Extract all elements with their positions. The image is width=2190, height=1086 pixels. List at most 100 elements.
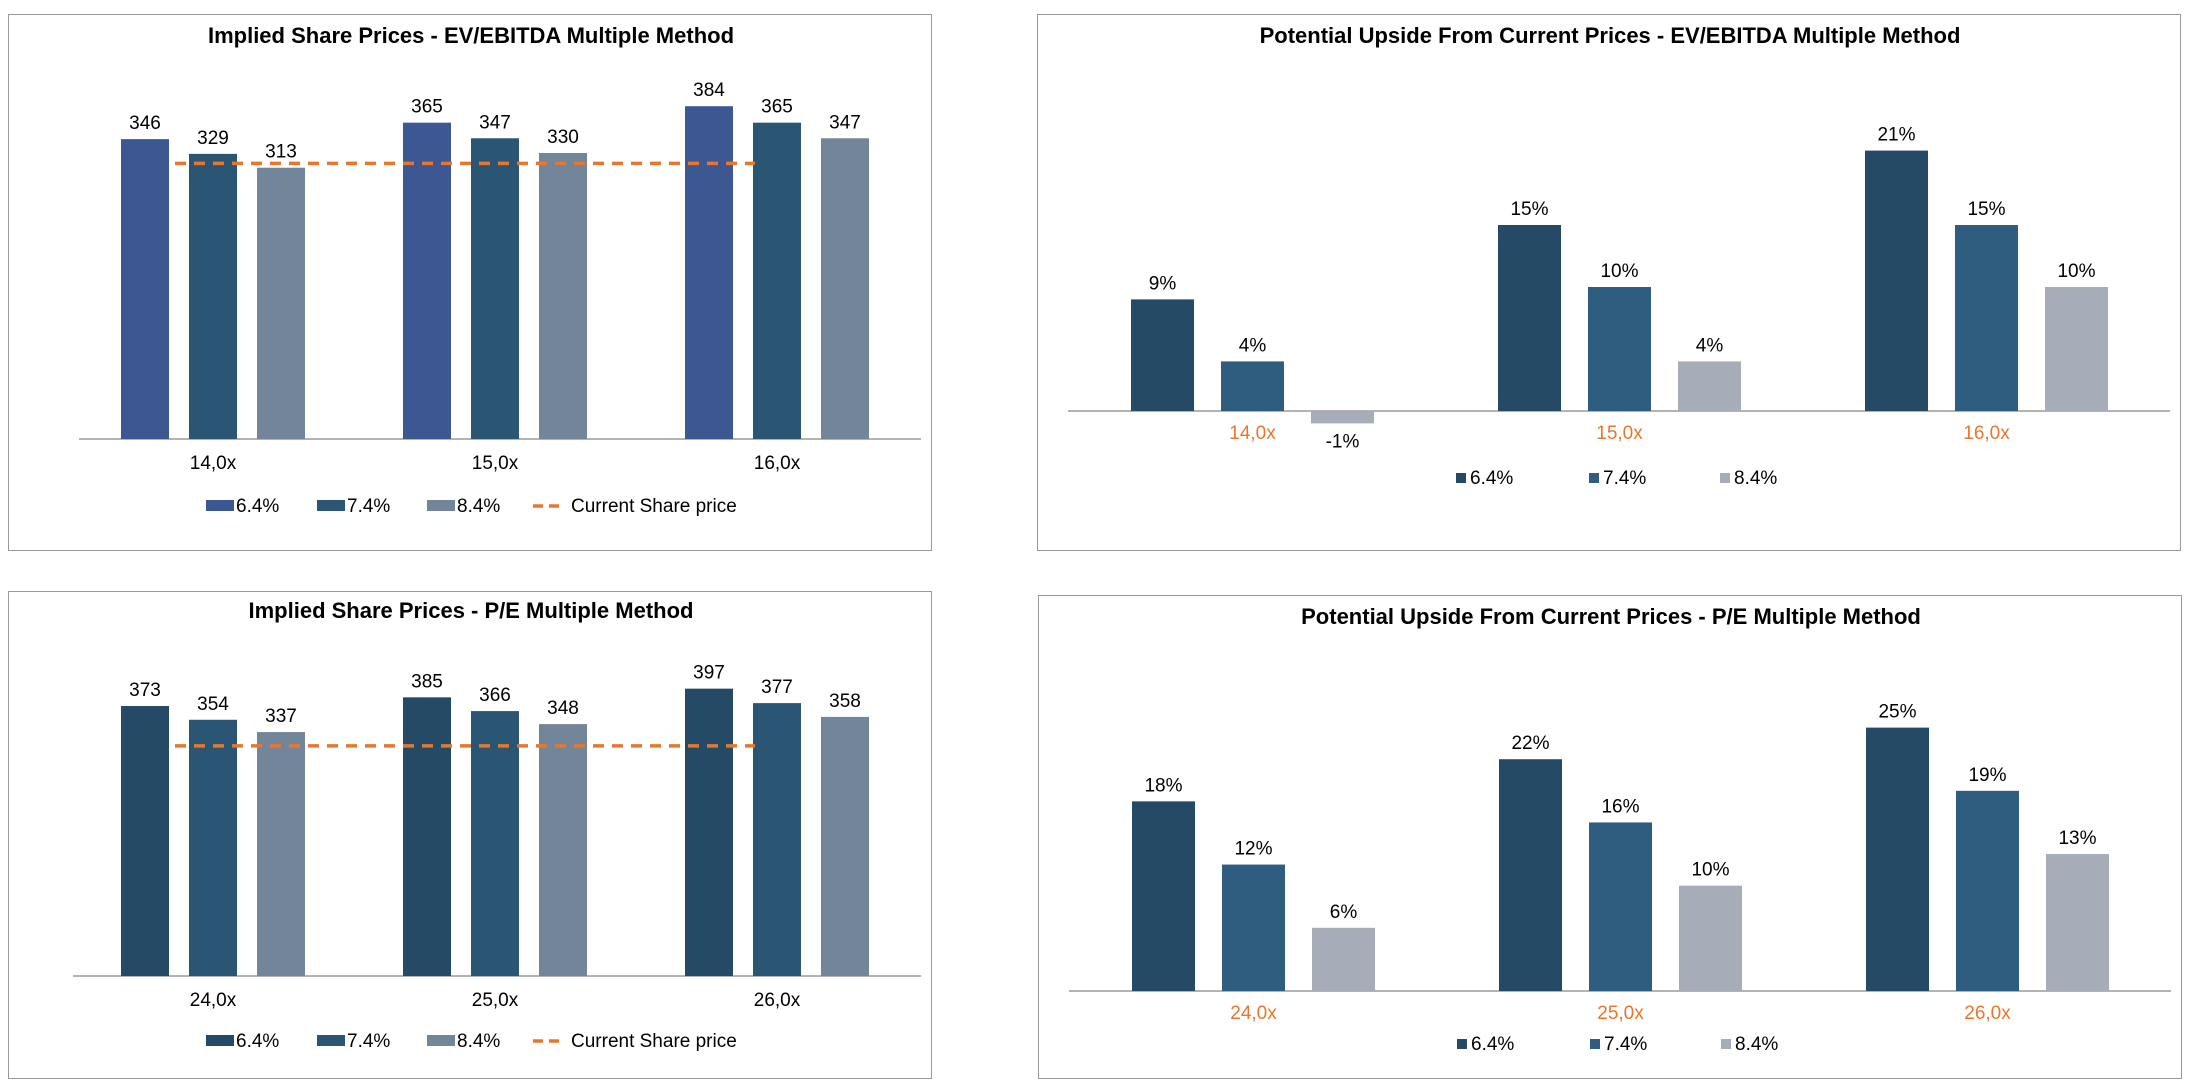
data-label: 22% [1511, 733, 1549, 754]
bar-26,0x-7.4% [753, 703, 801, 976]
data-label: 377 [761, 677, 793, 698]
bar-26,0x-6.4% [1866, 727, 1929, 991]
legend-label: Current Share price [571, 496, 737, 517]
category-tick-label: 24,0x [190, 990, 237, 1011]
bar-15,0x-8.4% [539, 153, 587, 439]
data-label: 348 [547, 698, 579, 719]
data-label: 10% [1600, 261, 1638, 282]
chart-pe-implied-prices: Implied Share Prices - P/E Multiple Meth… [8, 591, 932, 1079]
data-label: 397 [693, 663, 725, 684]
bar-16,0x-8.4% [821, 138, 869, 439]
legend-label: 6.4% [1471, 1034, 1514, 1055]
chart-ev-ebitda-implied-prices: Implied Share Prices - EV/EBITDA Multipl… [8, 14, 932, 551]
bar-26,0x-7.4% [1956, 790, 2019, 991]
chart-title: Implied Share Prices - P/E Multiple Meth… [249, 598, 694, 623]
data-label: 10% [1691, 860, 1729, 881]
bar-26,0x-8.4% [821, 716, 869, 976]
bar-24,0x-8.4% [257, 732, 305, 976]
bar-15,0x-6.4% [403, 122, 451, 440]
bar-15,0x-6.4% [1498, 225, 1561, 411]
bar-26,0x-6.4% [685, 688, 733, 976]
bar-26,0x-8.4% [2046, 854, 2109, 991]
bar-16,0x-6.4% [1865, 150, 1928, 411]
data-label: 19% [1968, 765, 2006, 786]
bar-14,0x-6.4% [121, 139, 169, 439]
data-label: 21% [1877, 125, 1915, 146]
legend-label: 8.4% [1735, 1034, 1778, 1055]
bar-14,0x-7.4% [1221, 361, 1284, 411]
bar-14,0x-8.4% [1311, 411, 1374, 424]
category-tick-label: 15,0x [472, 453, 519, 474]
legend-label: 7.4% [1604, 1034, 1647, 1055]
legend-label: 7.4% [347, 1031, 390, 1052]
category-tick-label: 26,0x [1964, 1003, 2011, 1024]
data-label: 385 [411, 671, 443, 692]
data-label: 15% [1967, 199, 2005, 220]
legend-label: 8.4% [1734, 468, 1777, 489]
data-label: 346 [129, 113, 161, 134]
category-tick-label: 14,0x [1229, 423, 1276, 444]
bar-15,0x-8.4% [1678, 361, 1741, 411]
data-label: 313 [265, 142, 297, 163]
bar-24,0x-7.4% [1222, 864, 1285, 991]
legend-swatch [1721, 1039, 1731, 1049]
bar-24,0x-6.4% [121, 706, 169, 976]
data-label: 337 [265, 706, 297, 727]
bar-15,0x-7.4% [1588, 287, 1651, 411]
bar-25,0x-6.4% [403, 697, 451, 976]
chart-ev-ebitda-upside: Potential Upside From Current Prices - E… [1037, 14, 2181, 551]
bar-14,0x-6.4% [1131, 299, 1194, 411]
data-label: 354 [197, 694, 229, 715]
legend-label: 7.4% [347, 496, 390, 517]
bar-25,0x-8.4% [539, 724, 587, 976]
data-label: 10% [2057, 261, 2095, 282]
chart-pe-upside: Potential Upside From Current Prices - P… [1038, 595, 2182, 1079]
category-tick-label: 25,0x [472, 990, 519, 1011]
category-tick-label: 14,0x [190, 453, 237, 474]
legend-swatch [317, 1035, 345, 1046]
bar-25,0x-7.4% [1589, 822, 1652, 991]
legend-swatch [427, 1035, 455, 1046]
legend-swatch [317, 500, 345, 511]
legend-label: 7.4% [1603, 468, 1646, 489]
data-label: 12% [1234, 839, 1272, 860]
legend-label: 6.4% [1470, 468, 1513, 489]
bar-24,0x-8.4% [1312, 927, 1375, 991]
data-label: 15% [1510, 199, 1548, 220]
data-label: 18% [1144, 775, 1182, 796]
bar-16,0x-6.4% [685, 106, 733, 439]
legend-swatch [1456, 473, 1466, 483]
legend-swatch [1720, 473, 1730, 483]
category-tick-label: 16,0x [754, 453, 801, 474]
bar-24,0x-6.4% [1132, 801, 1195, 991]
legend-label: 6.4% [236, 496, 279, 517]
data-label: 330 [547, 127, 579, 148]
chart-svg: Implied Share Prices - EV/EBITDA Multipl… [79, 23, 921, 517]
chart-svg: Implied Share Prices - P/E Multiple Meth… [73, 598, 921, 1052]
data-label: 358 [829, 691, 861, 712]
bar-25,0x-8.4% [1679, 885, 1742, 991]
legend-label: Current Share price [571, 1031, 737, 1052]
legend-label: 8.4% [457, 1031, 500, 1052]
data-label: 365 [761, 97, 793, 118]
bar-25,0x-6.4% [1499, 759, 1562, 991]
bar-14,0x-7.4% [189, 153, 237, 439]
bar-25,0x-7.4% [471, 711, 519, 976]
bar-16,0x-7.4% [1955, 225, 2018, 411]
data-label: 16% [1601, 796, 1639, 817]
category-tick-label: 24,0x [1230, 1003, 1277, 1024]
legend-label: 6.4% [236, 1031, 279, 1052]
category-tick-label: 25,0x [1597, 1003, 1644, 1024]
data-label: 347 [829, 112, 861, 133]
data-label: 366 [479, 685, 511, 706]
data-label: -1% [1326, 431, 1360, 452]
data-label: 347 [479, 112, 511, 133]
chart-title: Potential Upside From Current Prices - P… [1301, 604, 1921, 629]
data-label: 4% [1696, 335, 1724, 356]
chart-svg: Potential Upside From Current Prices - P… [1069, 604, 2171, 1055]
chart-title: Potential Upside From Current Prices - E… [1260, 23, 1961, 48]
legend-swatch [1590, 1039, 1600, 1049]
legend-swatch [206, 1035, 234, 1046]
chart-title: Implied Share Prices - EV/EBITDA Multipl… [208, 23, 734, 48]
data-label: 365 [411, 97, 443, 118]
